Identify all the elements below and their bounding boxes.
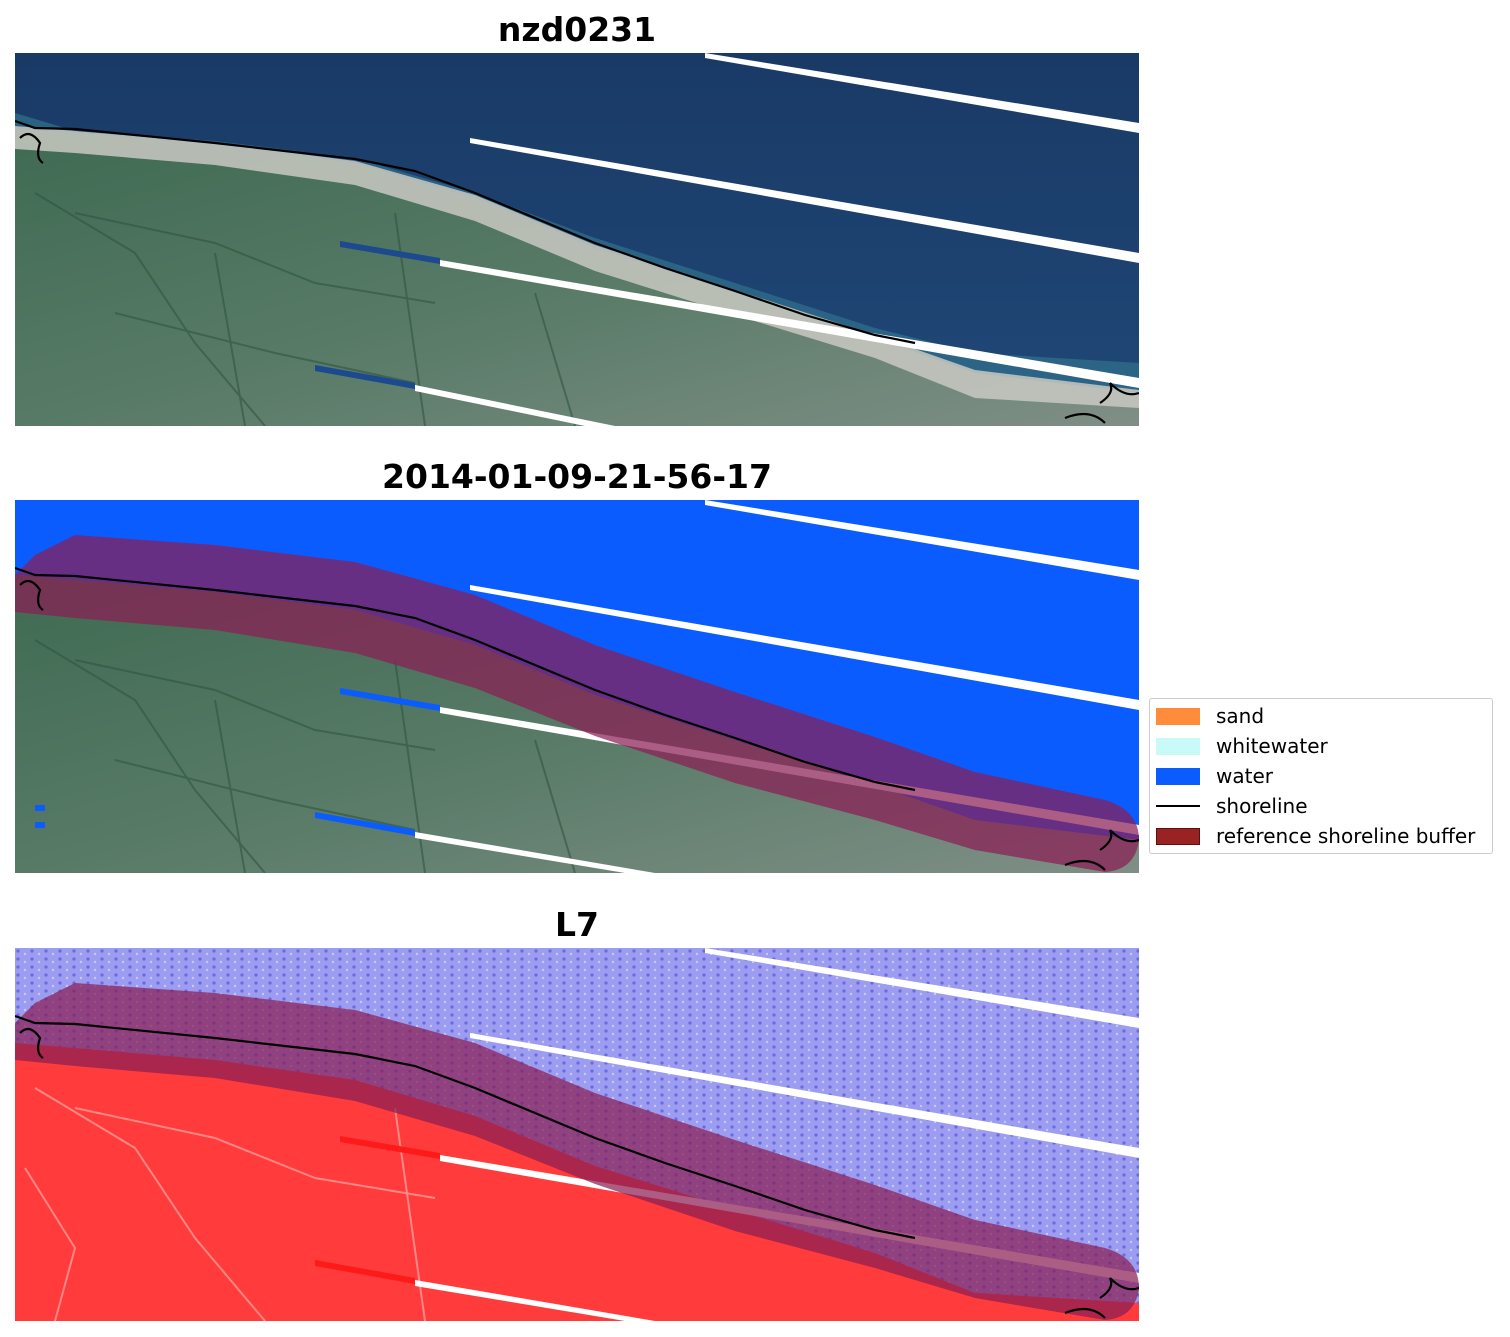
legend-label: water <box>1216 764 1273 788</box>
shoreline-inlet-left <box>19 132 44 164</box>
legend-label: reference shoreline buffer <box>1216 824 1476 848</box>
water-pixel <box>35 822 45 828</box>
whitewater-swatch <box>1156 737 1200 755</box>
legend-item-shoreline: shoreline <box>1156 792 1308 820</box>
index-image <box>15 948 1139 1321</box>
index-land-texture <box>24 1087 436 1321</box>
legend-label: shoreline <box>1216 794 1308 818</box>
shoreline-inlet-left <box>19 1027 44 1059</box>
water-swatch <box>1156 767 1200 785</box>
shoreline-inlet-left <box>19 579 44 611</box>
shoreline <box>15 1014 916 1240</box>
shoreline-inlet-right <box>1064 829 1139 871</box>
water-pixel <box>35 805 45 811</box>
scanline-gaps <box>315 53 1139 426</box>
classified-image-panel <box>15 500 1139 873</box>
sand-swatch <box>1156 707 1200 725</box>
legend: sand whitewater water shoreline referenc… <box>1149 698 1493 854</box>
buffer-swatch <box>1156 827 1200 845</box>
legend-label: whitewater <box>1216 734 1328 758</box>
reference-shoreline-buffer <box>15 535 1139 872</box>
legend-item-whitewater: whitewater <box>1156 732 1328 760</box>
rgb-image-panel <box>15 53 1139 426</box>
reference-shoreline-buffer <box>15 983 1139 1320</box>
shoreline-inlet-right <box>1064 1277 1139 1319</box>
shoreline-line-swatch <box>1156 805 1200 807</box>
legend-label: sand <box>1216 704 1265 728</box>
legend-item-reference-buffer: reference shoreline buffer <box>1156 822 1475 850</box>
panel-2-title: 2014-01-09-21-56-17 <box>382 457 772 496</box>
classified-image <box>15 500 1139 873</box>
shoreline <box>15 566 916 792</box>
panel-3-title: L7 <box>555 905 599 944</box>
index-image-panel <box>15 948 1139 1321</box>
legend-item-sand: sand <box>1156 702 1264 730</box>
shoreline-inlet-right <box>1064 382 1139 424</box>
shoreline <box>15 119 916 345</box>
rgb-image <box>15 53 1139 426</box>
panel-1-title: nzd0231 <box>497 10 657 49</box>
legend-item-water: water <box>1156 762 1273 790</box>
